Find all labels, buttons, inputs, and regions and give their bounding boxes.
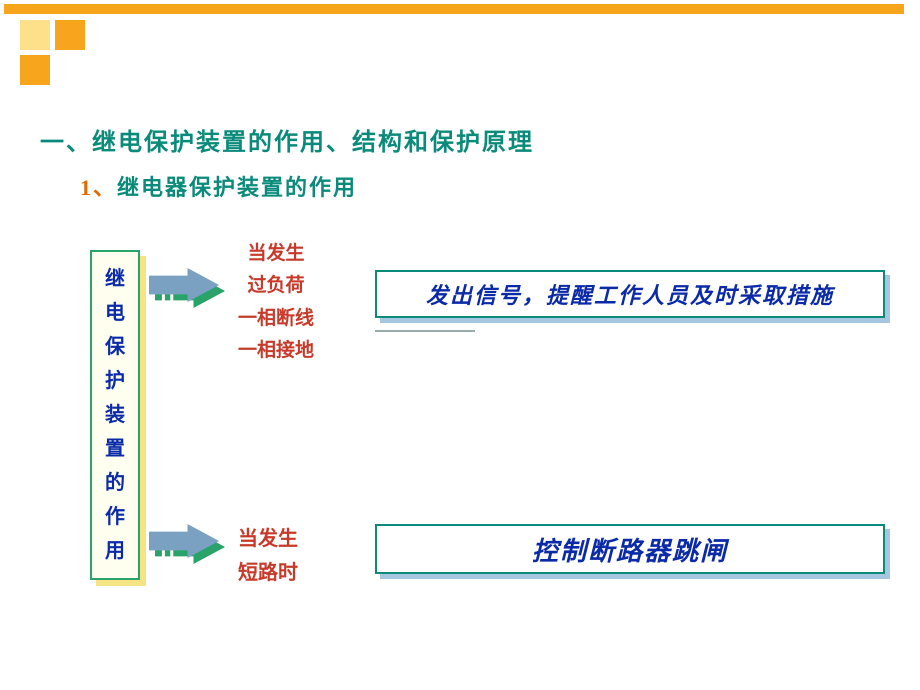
underline-patch (375, 330, 475, 332)
vertical-box: 继电保护装置的作用 (90, 250, 140, 580)
section-heading-2: 1、继电器保护装置的作用 (80, 170, 357, 202)
heading1-text: 继电保护装置的作用、结构和保护原理 (92, 130, 534, 156)
condition-line: 当发生 (238, 522, 298, 556)
corner-decoration (0, 0, 120, 100)
condition-2: 当发生短路时 (238, 522, 298, 590)
result-1-text: 发出信号，提醒工作人员及时采取措施 (426, 278, 834, 310)
corner-square-2 (55, 20, 85, 50)
result-box-1: 发出信号，提醒工作人员及时采取措施 (375, 270, 885, 318)
result-2: 控制断路器跳闸 (375, 524, 885, 574)
top-bar (4, 4, 904, 14)
vbox-char: 继 (105, 262, 125, 296)
vbox-char: 作 (105, 500, 125, 534)
result-2-text: 控制断路器跳闸 (532, 531, 728, 568)
vbox-char: 的 (105, 466, 125, 500)
vbox-char: 用 (105, 534, 125, 568)
vertical-title-box: 继电保护装置的作用 (90, 250, 140, 580)
corner-square-3 (20, 55, 50, 85)
heading2-text: 继电器保护装置的作用 (117, 175, 357, 200)
condition-line: 当发生 (238, 238, 314, 270)
condition-1: 当发生过负荷一相断线一相接地 (238, 238, 314, 367)
condition-line: 短路时 (238, 556, 298, 590)
corner-square-1 (20, 20, 50, 50)
vbox-char: 置 (105, 432, 125, 466)
arrow-1 (155, 274, 225, 308)
result-box-2: 控制断路器跳闸 (375, 524, 885, 574)
section-heading-1: 一、继电保护装置的作用、结构和保护原理 (40, 122, 534, 157)
condition-line: 一相接地 (238, 335, 314, 367)
condition-line: 一相断线 (238, 303, 314, 335)
vbox-char: 护 (105, 364, 125, 398)
arrow-2-shadow (149, 524, 219, 558)
result-1: 发出信号，提醒工作人员及时采取措施 (375, 270, 885, 318)
heading2-prefix: 1、 (80, 175, 117, 200)
condition-line: 过负荷 (238, 270, 314, 302)
arrow-2 (155, 530, 225, 564)
arrow-1-shadow (149, 268, 219, 302)
vbox-char: 保 (105, 330, 125, 364)
vbox-char: 装 (105, 398, 125, 432)
vbox-char: 电 (105, 296, 125, 330)
heading1-prefix: 一、 (40, 130, 92, 156)
